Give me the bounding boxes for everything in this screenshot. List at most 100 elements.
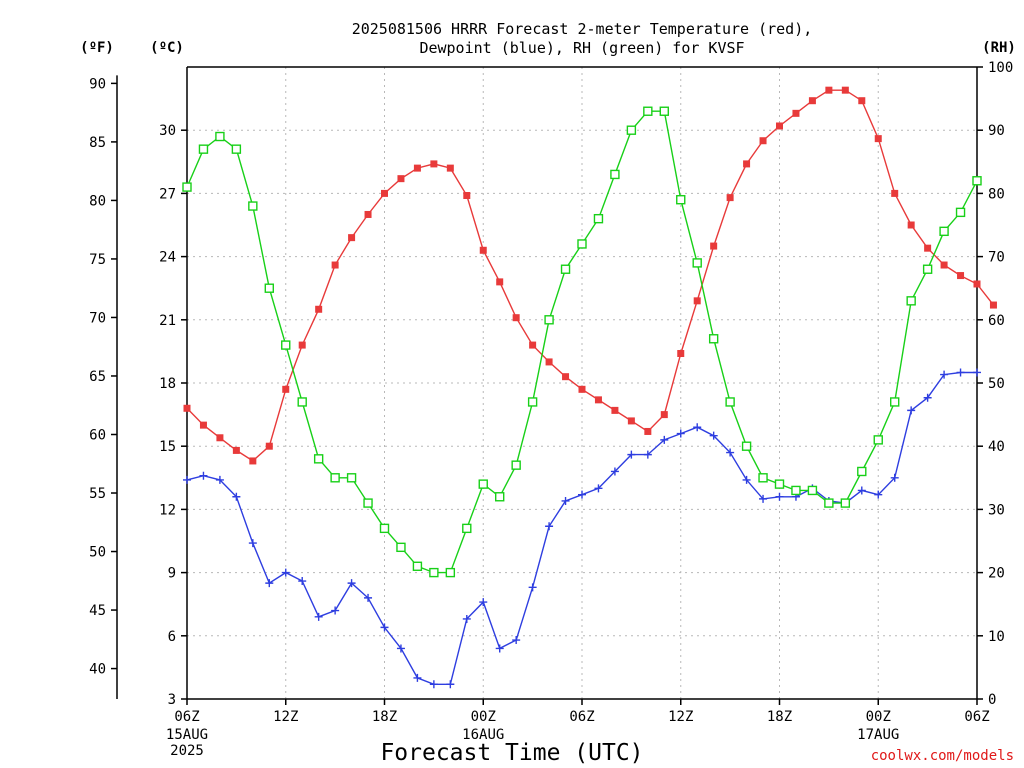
x-tick-label: 18Z [767,709,792,725]
data-point [578,385,586,393]
celsius-tick-label: 6 [168,629,176,645]
chart-title-line1: 2025081506 HRRR Forecast 2-meter Tempera… [352,20,813,38]
data-point [183,475,191,484]
rh-unit-label: (RH) [982,40,1016,56]
data-point [891,189,899,197]
data-point [644,427,652,435]
data-point [315,305,323,313]
data-point [463,192,471,200]
data-point [759,137,767,145]
data-point [693,297,701,305]
x-date-label: 17AUG [857,727,899,743]
celsius-tick-label: 15 [159,439,176,455]
data-point [922,264,933,274]
series-line [186,89,995,462]
data-point [380,623,389,632]
data-point [216,434,224,442]
data-point [957,272,965,280]
rh-tick-label: 70 [988,250,1005,266]
data-point [479,246,487,254]
x-tick-label: 06Z [964,709,989,725]
data-point [364,210,372,218]
data-point [708,334,719,344]
data-point [561,496,570,505]
rh-tick-label: 80 [988,186,1005,202]
data-point [906,296,916,306]
data-point [462,523,472,534]
data-point [973,280,981,288]
data-point [462,614,471,623]
data-point [610,467,619,476]
data-point [412,561,423,571]
data-point [578,490,586,499]
rh-tick-label: 100 [988,60,1013,76]
data-point [248,201,258,211]
data-point [445,567,456,578]
data-point [577,239,587,249]
data-point [759,494,768,503]
data-point [298,341,306,349]
x-tick-label: 00Z [866,709,891,725]
data-point [496,278,504,286]
data-point [874,135,882,143]
data-point [379,523,390,534]
series-group [183,368,981,689]
data-point [972,176,982,186]
source-credit: coolwx.com/models [871,748,1014,764]
data-point [643,106,653,116]
fahrenheit-tick-label: 60 [89,427,106,443]
fahrenheit-tick-label: 45 [89,603,106,619]
data-point [264,283,274,293]
fahrenheit-tick-label: 40 [89,662,106,678]
data-point [478,479,488,489]
data-point [347,579,356,588]
data-point [890,473,899,482]
x-tick-label: 00Z [471,709,496,725]
x-date-label: 15AUG [166,727,208,743]
data-point [313,454,324,464]
data-point [940,370,949,379]
data-point [232,492,241,501]
data-point [660,435,669,444]
data-point [560,264,571,274]
data-point [743,160,751,168]
data-point [808,97,816,105]
series-group [183,86,997,465]
data-point [512,314,520,322]
data-point [363,498,373,508]
data-point [528,583,537,592]
data-point [529,341,537,349]
fahrenheit-tick-label: 75 [89,252,106,268]
data-point [430,160,438,168]
data-point [429,567,439,578]
axes: 40 45 50 55 60 65 70 75 80 85 90 3 6 9 12 15 18 21 24 27 30 0… [89,60,1013,759]
data-point [231,144,242,154]
data-point [396,644,405,653]
data-point [397,175,405,183]
data-point [907,406,916,415]
data-point [627,417,635,425]
data-point [511,460,521,470]
data-point [940,261,948,269]
data-point [346,473,357,483]
data-point [758,473,768,483]
x-tick-label: 06Z [569,709,594,725]
fahrenheit-tick-label: 50 [89,545,106,561]
data-point [413,164,421,172]
data-point [807,485,818,496]
rh-tick-label: 50 [988,376,1005,392]
data-point [825,86,833,94]
rh-tick-label: 0 [988,692,996,708]
data-point [726,194,734,202]
data-point [677,350,685,358]
data-point [858,97,866,105]
x-axis-label: Forecast Time (UTC) [380,740,643,766]
data-point [429,680,438,689]
x-date-label: 16AUG [462,727,504,743]
data-point [298,577,307,586]
data-point [446,164,454,172]
data-point [495,492,505,502]
data-point [545,358,553,366]
data-point [396,542,406,553]
